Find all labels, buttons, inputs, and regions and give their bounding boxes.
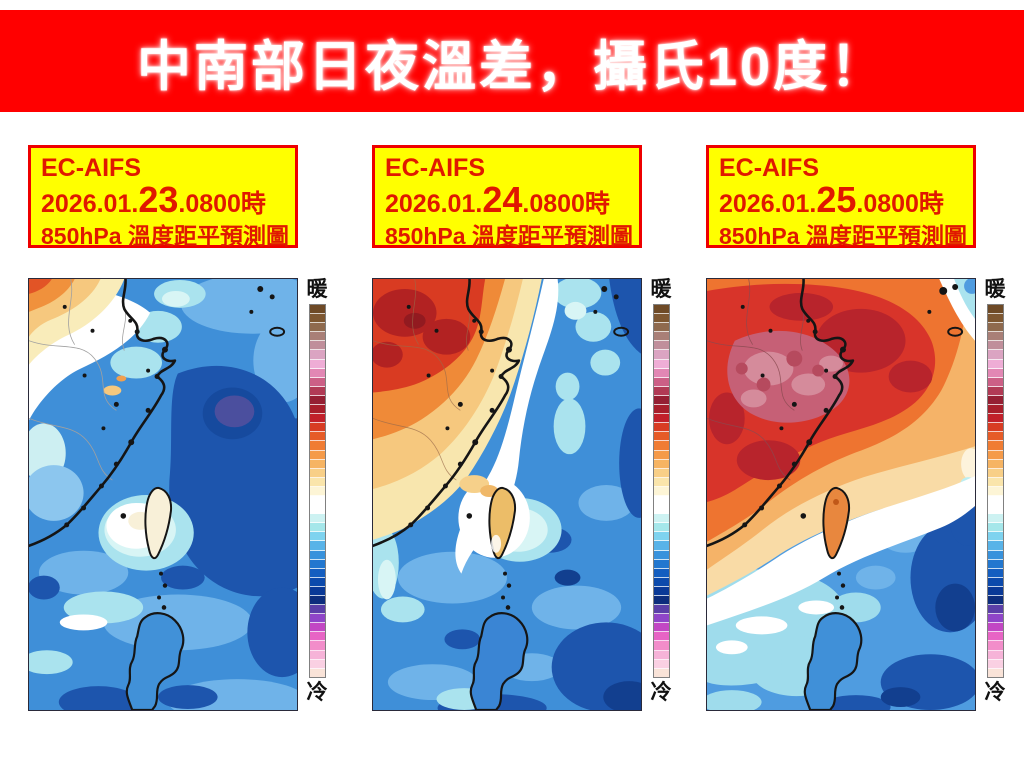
- colorbar-cold-label: 冷: [306, 681, 328, 704]
- forecast-datetime: 2026.01. 24.0800時: [385, 179, 610, 220]
- map-field-jan24: [373, 279, 641, 710]
- anomaly-map-jan23: [28, 278, 298, 711]
- ryukyu-island-outline: [947, 326, 964, 337]
- taiwan-island: [144, 486, 173, 560]
- ryukyu-island-outline: [269, 326, 286, 337]
- forecast-datetime: 2026.01. 25.0800時: [719, 179, 944, 220]
- luzon-island: [469, 612, 529, 710]
- coastal-marks: [740, 283, 959, 610]
- banner: 中南部日夜溫差，攝氏10度！: [0, 10, 1024, 112]
- map-field-jan23: [29, 279, 297, 710]
- forecast-panel-jan23: EC-AIFS 2026.01. 23.0800時 850hPa 溫度距平預測圖: [28, 145, 332, 711]
- forecast-label-box: EC-AIFS 2026.01. 23.0800時 850hPa 溫度距平預測圖: [28, 145, 298, 249]
- forecast-label-box: EC-AIFS 2026.01. 25.0800時 850hPa 溫度距平預測圖: [706, 145, 976, 249]
- ryukyu-island-outline: [613, 326, 630, 337]
- luzon-island: [803, 612, 863, 710]
- map-subtitle: 850hPa 溫度距平預測圖: [385, 223, 633, 249]
- forecast-day: 23: [138, 179, 179, 220]
- temperature-colorbar: [652, 304, 670, 678]
- forecast-label-box: EC-AIFS 2026.01. 24.0800時 850hPa 溫度距平預測圖: [372, 145, 642, 249]
- china-coastline: [707, 279, 855, 548]
- coastal-marks: [62, 285, 275, 610]
- temperature-colorbar: [308, 304, 326, 678]
- forecast-panel-jan25: EC-AIFS 2026.01. 25.0800時 850hPa 溫度距平預測圖: [706, 145, 1010, 711]
- china-coastline: [373, 279, 521, 548]
- colorbar-cold-label: 冷: [650, 681, 672, 704]
- anomaly-map-jan24: [372, 278, 642, 711]
- forecast-day: 24: [482, 179, 523, 220]
- forecast-day: 25: [816, 179, 857, 220]
- map-subtitle: 850hPa 溫度距平預測圖: [719, 223, 967, 249]
- model-name: EC-AIFS: [385, 154, 485, 182]
- model-name: EC-AIFS: [719, 154, 819, 182]
- colorbar-warm-label: 暖: [984, 278, 1006, 301]
- model-name: EC-AIFS: [41, 154, 141, 182]
- taiwan-island: [822, 486, 851, 560]
- forecast-datetime: 2026.01. 23.0800時: [41, 179, 266, 220]
- coastal-marks: [406, 285, 619, 610]
- colorbar-warm-label: 暖: [650, 278, 672, 301]
- map-subtitle: 850hPa 溫度距平預測圖: [41, 223, 289, 249]
- banner-title: 中南部日夜溫差，攝氏10度！: [136, 36, 888, 97]
- china-coastline: [29, 279, 177, 548]
- map-geography-jan25: [707, 279, 804, 481]
- forecast-panel-jan24: EC-AIFS 2026.01. 24.0800時 850hPa 溫度距平預測圖: [372, 145, 676, 711]
- anomaly-map-jan25: [706, 278, 976, 711]
- colorbar-cold-label: 冷: [984, 681, 1006, 704]
- temperature-colorbar: [986, 304, 1004, 678]
- colorbar-warm-label: 暖: [306, 278, 328, 301]
- luzon-island: [125, 612, 185, 710]
